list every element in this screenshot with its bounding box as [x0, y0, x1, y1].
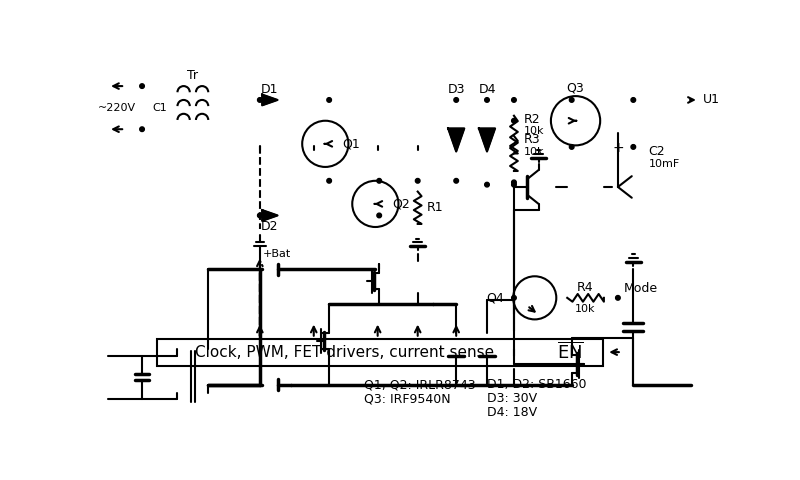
Text: D3: 30V: D3: 30V	[487, 392, 537, 405]
Polygon shape	[479, 129, 495, 152]
Circle shape	[377, 213, 382, 218]
Circle shape	[454, 179, 458, 183]
Circle shape	[512, 182, 516, 187]
Text: D2: D2	[261, 220, 278, 233]
Circle shape	[377, 179, 382, 183]
Circle shape	[512, 180, 516, 185]
Text: Q3: Q3	[566, 81, 585, 94]
Circle shape	[140, 127, 144, 132]
Text: R4: R4	[578, 281, 594, 294]
Text: Mode: Mode	[624, 282, 658, 295]
Text: R1: R1	[427, 201, 443, 214]
Text: Q3: IRF9540N: Q3: IRF9540N	[364, 392, 450, 405]
Text: Clock, PWM, FET drivers, current sense: Clock, PWM, FET drivers, current sense	[195, 345, 494, 360]
Circle shape	[570, 144, 574, 149]
Circle shape	[615, 296, 620, 300]
Text: D1: D1	[261, 84, 278, 96]
Text: C1: C1	[153, 103, 167, 113]
Circle shape	[485, 97, 490, 102]
Text: 10mF: 10mF	[649, 159, 680, 169]
Text: D4: D4	[478, 84, 496, 96]
Text: 10k: 10k	[575, 304, 596, 313]
Text: D4: 18V: D4: 18V	[487, 406, 537, 419]
Text: ~220V: ~220V	[98, 103, 137, 113]
Text: D3: D3	[447, 84, 465, 96]
Text: 10k: 10k	[524, 126, 545, 136]
Text: U1: U1	[702, 94, 720, 107]
Text: R2: R2	[524, 113, 541, 126]
Text: 10k: 10k	[524, 146, 545, 156]
Text: R3: R3	[524, 133, 541, 146]
Text: Q2: Q2	[392, 197, 410, 210]
Text: Q4: Q4	[486, 291, 504, 304]
Circle shape	[631, 97, 636, 102]
Circle shape	[570, 97, 574, 102]
Text: Q1, Q2: IRLR8743: Q1, Q2: IRLR8743	[364, 378, 475, 391]
Text: C2: C2	[649, 145, 666, 158]
Circle shape	[512, 119, 516, 123]
Circle shape	[415, 179, 420, 183]
Text: $\overline{\mathrm{EN}}$: $\overline{\mathrm{EN}}$	[557, 342, 583, 362]
Text: +: +	[612, 142, 624, 156]
Circle shape	[485, 182, 490, 187]
Circle shape	[512, 97, 516, 102]
Text: +Bat: +Bat	[263, 249, 291, 259]
Text: Tr: Tr	[187, 69, 198, 82]
Circle shape	[140, 84, 144, 88]
Circle shape	[327, 179, 331, 183]
Circle shape	[512, 296, 516, 300]
Circle shape	[258, 213, 262, 218]
Text: Q1: Q1	[342, 137, 360, 150]
Circle shape	[258, 97, 262, 102]
Bar	[158, 339, 602, 366]
Polygon shape	[448, 129, 464, 152]
Polygon shape	[262, 210, 278, 221]
Circle shape	[454, 97, 458, 102]
Circle shape	[631, 144, 636, 149]
Circle shape	[327, 97, 331, 102]
Text: D1, D2: SB1660: D1, D2: SB1660	[487, 378, 586, 391]
Polygon shape	[262, 95, 278, 105]
